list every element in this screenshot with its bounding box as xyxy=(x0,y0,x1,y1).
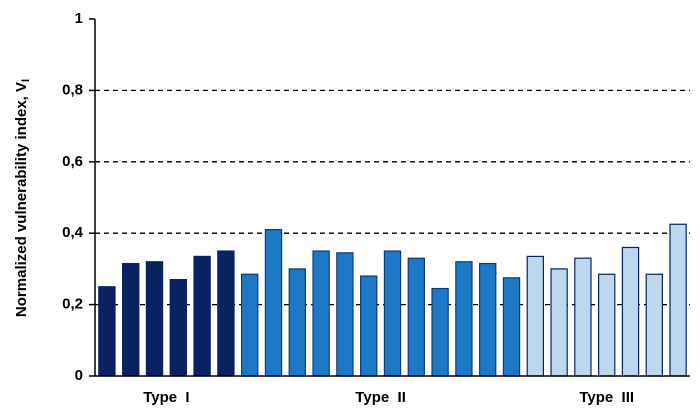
bar xyxy=(312,250,330,377)
bar xyxy=(598,273,616,377)
bar xyxy=(502,277,521,377)
bar xyxy=(621,246,640,377)
bar xyxy=(193,255,211,377)
y-tick-label: 0,6 xyxy=(62,153,83,170)
group-label: Type II xyxy=(355,389,406,406)
bar xyxy=(264,229,283,377)
y-tick-label: 0,8 xyxy=(62,81,83,98)
group-label: Type I xyxy=(143,389,189,406)
bar xyxy=(574,257,592,377)
y-tick-label: 0,2 xyxy=(62,296,83,313)
bar xyxy=(550,268,568,377)
bar xyxy=(479,262,497,377)
y-axis-label: Normalized vulnerability index, VI xyxy=(13,79,32,317)
bar xyxy=(288,268,306,377)
y-label-main: Normalized vulnerability index, V xyxy=(13,82,30,317)
bar xyxy=(383,250,402,377)
y-label-subscript: I xyxy=(20,79,32,82)
bar xyxy=(526,255,544,377)
bar xyxy=(455,261,473,377)
bar xyxy=(431,287,449,377)
group-label: Type III xyxy=(579,389,634,406)
bar xyxy=(145,261,164,377)
bar xyxy=(241,273,259,377)
bar xyxy=(217,250,235,377)
bar xyxy=(336,252,354,377)
bar xyxy=(169,279,187,377)
bar xyxy=(122,262,140,377)
bar xyxy=(669,223,687,377)
bar xyxy=(407,257,425,377)
y-tick-label: 1 xyxy=(75,10,83,27)
y-tick-label: 0,4 xyxy=(62,224,84,241)
bar xyxy=(645,273,663,377)
bar xyxy=(360,275,378,377)
y-tick-label: 0 xyxy=(75,367,83,384)
bar xyxy=(98,286,116,377)
